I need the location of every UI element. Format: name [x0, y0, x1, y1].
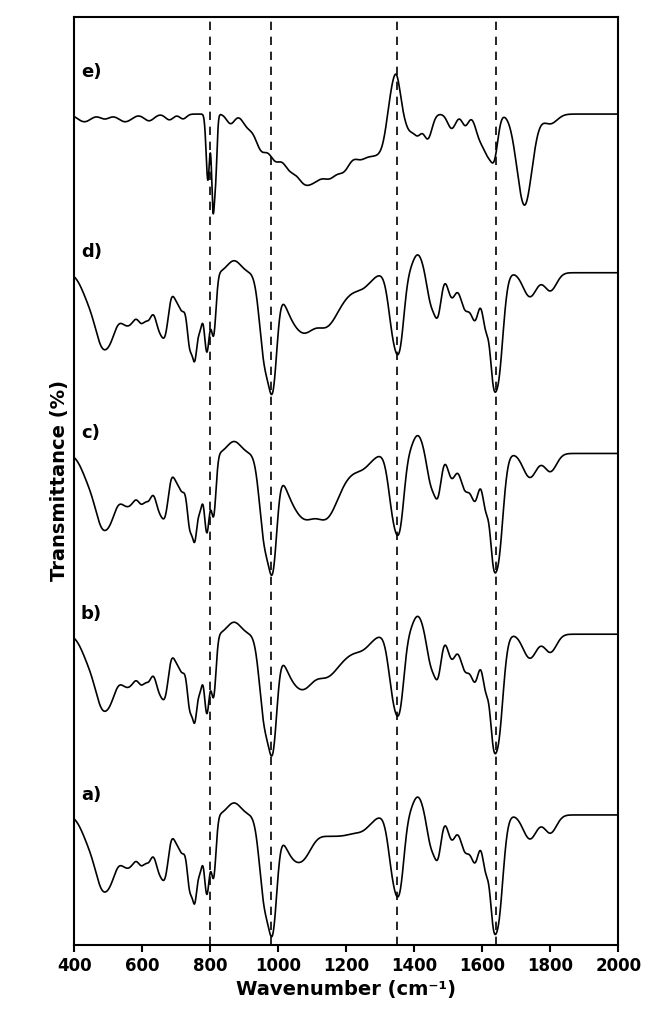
- Text: c): c): [81, 424, 100, 442]
- Text: e): e): [81, 63, 101, 80]
- Text: a): a): [81, 785, 101, 804]
- X-axis label: Wavenumber (cm⁻¹): Wavenumber (cm⁻¹): [236, 980, 456, 1000]
- Text: d): d): [81, 244, 102, 261]
- Y-axis label: Transmittance (%): Transmittance (%): [49, 380, 68, 581]
- Text: b): b): [81, 605, 102, 623]
